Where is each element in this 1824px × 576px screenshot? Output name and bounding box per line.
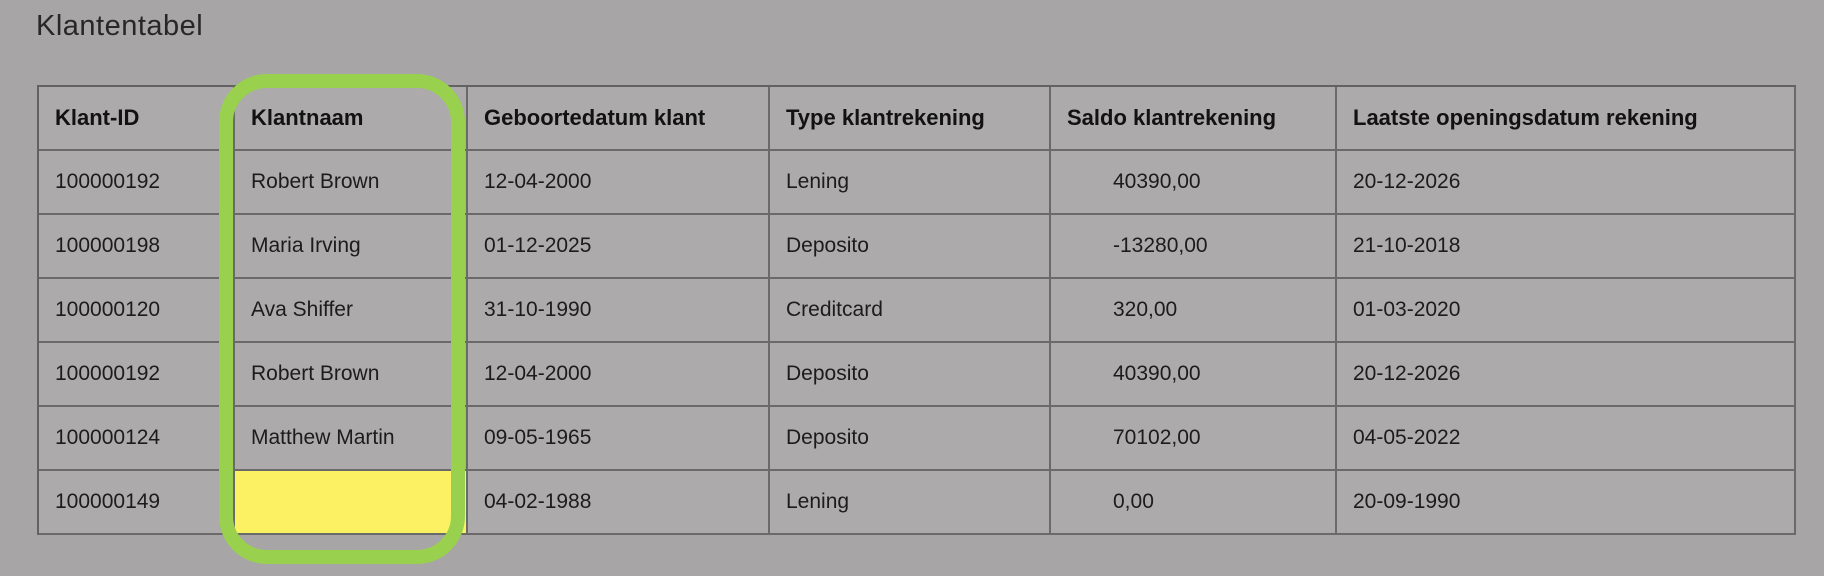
cell-type: Lening [770, 471, 1051, 535]
cell-laatste: 20-09-1990 [1337, 471, 1796, 535]
column-header-klantnaam: Klantnaam [235, 87, 468, 151]
page-title: Klantentabel [36, 10, 204, 42]
cell-klantnaam: Robert Brown [235, 343, 468, 407]
cell-laatste: 20-12-2026 [1337, 343, 1796, 407]
cell-klant-id: 100000149 [39, 471, 235, 535]
cell-klant-id: 100000192 [39, 151, 235, 215]
cell-geboortedatum: 01-12-2025 [468, 215, 770, 279]
cell-laatste: 04-05-2022 [1337, 407, 1796, 471]
cell-type: Creditcard [770, 279, 1051, 343]
table-row: 100000192 Robert Brown 12-04-2000 Lening… [39, 151, 1796, 215]
cell-klant-id: 100000198 [39, 215, 235, 279]
cell-geboortedatum: 09-05-1965 [468, 407, 770, 471]
cell-type: Lening [770, 151, 1051, 215]
cell-klant-id: 100000192 [39, 343, 235, 407]
cell-type: Deposito [770, 343, 1051, 407]
column-header-geboortedatum: Geboortedatum klant [468, 87, 770, 151]
cell-geboortedatum: 12-04-2000 [468, 343, 770, 407]
cell-geboortedatum: 12-04-2000 [468, 151, 770, 215]
column-header-laatste: Laatste openingsdatum rekening [1337, 87, 1796, 151]
cell-saldo: 40390,00 [1051, 343, 1337, 407]
cell-klantnaam-highlighted [235, 471, 468, 535]
cell-geboortedatum: 04-02-1988 [468, 471, 770, 535]
cell-saldo: 40390,00 [1051, 151, 1337, 215]
cell-laatste: 20-12-2026 [1337, 151, 1796, 215]
table-row: 100000192 Robert Brown 12-04-2000 Deposi… [39, 343, 1796, 407]
table-row: 100000198 Maria Irving 01-12-2025 Deposi… [39, 215, 1796, 279]
cell-type: Deposito [770, 407, 1051, 471]
cell-klantnaam: Maria Irving [235, 215, 468, 279]
cell-klantnaam: Matthew Martin [235, 407, 468, 471]
cell-saldo: 70102,00 [1051, 407, 1337, 471]
table-row: 100000120 Ava Shiffer 31-10-1990 Creditc… [39, 279, 1796, 343]
cell-geboortedatum: 31-10-1990 [468, 279, 770, 343]
column-header-type: Type klantrekening [770, 87, 1051, 151]
table-header-row: Klant-ID Klantnaam Geboortedatum klant T… [39, 87, 1796, 151]
cell-type: Deposito [770, 215, 1051, 279]
cell-klantnaam: Ava Shiffer [235, 279, 468, 343]
table-row: 100000149 04-02-1988 Lening 0,00 20-09-1… [39, 471, 1796, 535]
cell-saldo: -13280,00 [1051, 215, 1337, 279]
customer-table: Klant-ID Klantnaam Geboortedatum klant T… [37, 85, 1796, 535]
cell-laatste: 01-03-2020 [1337, 279, 1796, 343]
cell-saldo: 0,00 [1051, 471, 1337, 535]
cell-saldo: 320,00 [1051, 279, 1337, 343]
column-header-klant-id: Klant-ID [39, 87, 235, 151]
table-row: 100000124 Matthew Martin 09-05-1965 Depo… [39, 407, 1796, 471]
cell-klantnaam: Robert Brown [235, 151, 468, 215]
cell-klant-id: 100000120 [39, 279, 235, 343]
cell-laatste: 21-10-2018 [1337, 215, 1796, 279]
cell-klant-id: 100000124 [39, 407, 235, 471]
column-header-saldo: Saldo klantrekening [1051, 87, 1337, 151]
